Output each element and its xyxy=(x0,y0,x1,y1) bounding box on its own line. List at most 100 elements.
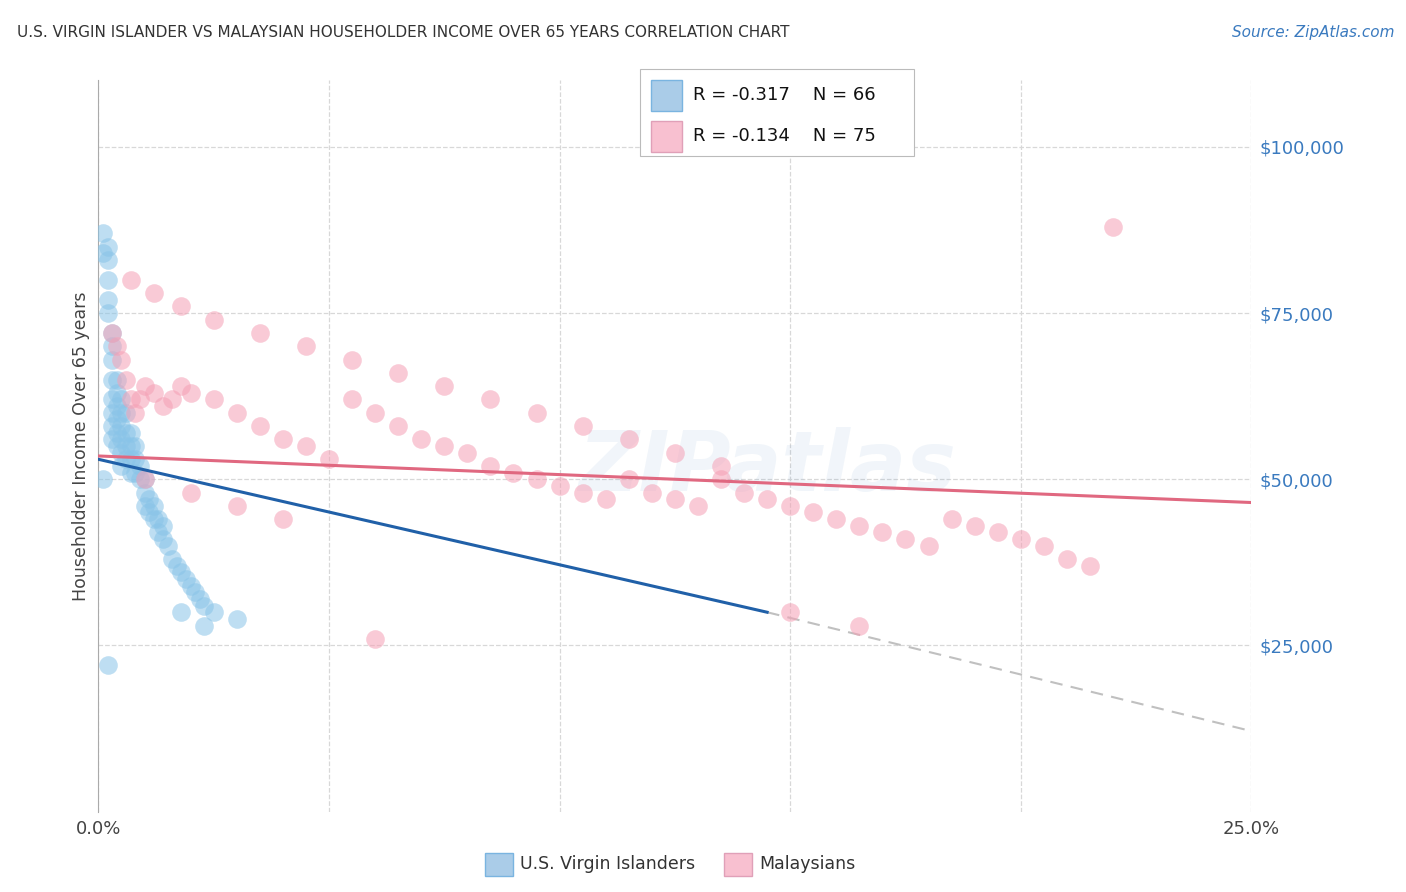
Point xyxy=(595,492,617,507)
Point xyxy=(124,466,146,480)
Point xyxy=(101,326,124,340)
Point xyxy=(180,579,202,593)
Point xyxy=(124,406,146,420)
Point xyxy=(110,419,132,434)
Text: ZIPatlas: ZIPatlas xyxy=(578,427,956,508)
Point xyxy=(170,566,193,580)
Point xyxy=(105,385,128,400)
Point xyxy=(91,226,114,240)
Point xyxy=(170,605,193,619)
Point xyxy=(152,532,174,546)
Point xyxy=(664,492,686,507)
Text: U.S. VIRGIN ISLANDER VS MALAYSIAN HOUSEHOLDER INCOME OVER 65 YEARS CORRELATION C: U.S. VIRGIN ISLANDER VS MALAYSIAN HOUSEH… xyxy=(17,25,789,40)
Point xyxy=(225,406,247,420)
Point xyxy=(120,425,142,440)
Point xyxy=(142,286,165,301)
Point xyxy=(617,433,640,447)
Point xyxy=(295,439,318,453)
Point xyxy=(115,439,138,453)
Point xyxy=(479,392,502,407)
Point xyxy=(120,439,142,453)
Text: R = -0.134    N = 75: R = -0.134 N = 75 xyxy=(693,128,876,145)
Point xyxy=(115,425,138,440)
Point xyxy=(105,372,128,386)
Point xyxy=(101,339,124,353)
Point xyxy=(115,372,138,386)
Point xyxy=(129,458,152,473)
Point xyxy=(101,352,124,367)
Point xyxy=(548,479,571,493)
Point xyxy=(225,499,247,513)
Point xyxy=(170,299,193,313)
Point xyxy=(160,552,183,566)
Point xyxy=(120,466,142,480)
Point xyxy=(110,445,132,459)
Point xyxy=(174,572,197,586)
Point xyxy=(120,452,142,467)
Point xyxy=(152,518,174,533)
Point xyxy=(271,512,294,526)
Point xyxy=(571,419,593,434)
Point xyxy=(710,472,733,486)
Text: R = -0.317    N = 66: R = -0.317 N = 66 xyxy=(693,87,876,104)
Point xyxy=(148,512,170,526)
Point xyxy=(134,499,156,513)
Point xyxy=(894,532,917,546)
Point xyxy=(987,525,1010,540)
Point xyxy=(387,366,409,380)
Point xyxy=(170,379,193,393)
Point xyxy=(160,392,183,407)
Point xyxy=(156,539,179,553)
Point xyxy=(152,399,174,413)
Point xyxy=(110,433,132,447)
Point xyxy=(124,452,146,467)
Point xyxy=(872,525,894,540)
Point xyxy=(825,512,848,526)
Point xyxy=(110,406,132,420)
Point xyxy=(134,472,156,486)
Point xyxy=(756,492,779,507)
Point xyxy=(134,472,156,486)
Point xyxy=(1102,219,1125,234)
Point xyxy=(733,485,755,500)
Point xyxy=(142,385,165,400)
Point xyxy=(433,379,456,393)
Point xyxy=(134,485,156,500)
Point xyxy=(387,419,409,434)
Point xyxy=(97,252,120,267)
Point xyxy=(105,399,128,413)
Point xyxy=(295,339,318,353)
Point xyxy=(479,458,502,473)
Point xyxy=(249,419,271,434)
Point xyxy=(526,472,548,486)
Point xyxy=(710,458,733,473)
Point xyxy=(180,385,202,400)
Point xyxy=(138,506,160,520)
Point xyxy=(225,612,247,626)
Point xyxy=(271,433,294,447)
Point xyxy=(917,539,939,553)
Point xyxy=(941,512,963,526)
Y-axis label: Householder Income Over 65 years: Householder Income Over 65 years xyxy=(72,292,90,600)
Point xyxy=(142,512,165,526)
Point xyxy=(105,425,128,440)
Text: Source: ZipAtlas.com: Source: ZipAtlas.com xyxy=(1232,25,1395,40)
Point xyxy=(129,472,152,486)
Point xyxy=(101,433,124,447)
Point xyxy=(779,605,801,619)
Point xyxy=(686,499,709,513)
Point xyxy=(110,392,132,407)
Point xyxy=(1056,552,1078,566)
Point xyxy=(101,326,124,340)
Point xyxy=(97,273,120,287)
Point xyxy=(202,392,225,407)
Point xyxy=(641,485,664,500)
Point xyxy=(848,518,870,533)
Point xyxy=(193,599,215,613)
Point xyxy=(1032,539,1054,553)
Point xyxy=(91,472,114,486)
Point xyxy=(115,452,138,467)
Text: Malaysians: Malaysians xyxy=(759,855,855,873)
Point xyxy=(848,618,870,632)
Point xyxy=(193,618,215,632)
